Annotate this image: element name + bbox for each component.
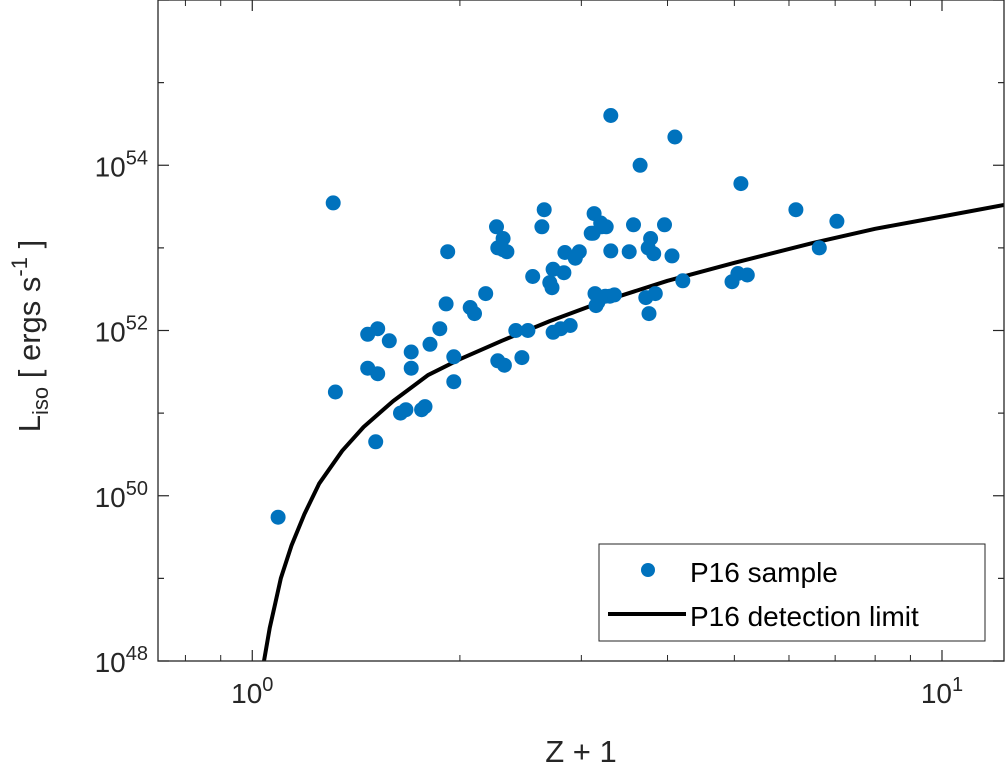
data-point-23 [467, 306, 482, 322]
data-point-11 [398, 402, 414, 418]
y-axis-label: Liso [ ergs s-1 ] [7, 240, 53, 432]
data-point-72 [664, 248, 680, 264]
data-point-77 [733, 176, 749, 192]
data-point-69 [646, 246, 662, 262]
data-point-68 [643, 231, 659, 246]
data-point-12 [403, 344, 419, 360]
data-point-15 [417, 399, 433, 415]
data-point-59 [603, 108, 619, 123]
data-point-6 [370, 321, 386, 337]
y-tick-label-48: 1048 [95, 643, 148, 678]
x-tick-label-1: 101 [921, 674, 963, 709]
detection-limit-line [262, 203, 1004, 661]
ticks-layer: 1048 1050 1052 1054 100 101 [95, 0, 1004, 709]
data-point-25 [489, 219, 504, 235]
data-point-17 [432, 321, 448, 337]
y-axis-label-superscript: -1 [7, 257, 32, 277]
data-point-13 [403, 360, 419, 376]
data-point-45 [562, 318, 578, 333]
y-axis-label-subscript: iso [28, 387, 53, 415]
y-axis-label-base: L [12, 415, 47, 432]
data-point-20 [446, 349, 462, 365]
y-axis-label-unit: [ ergs s [12, 277, 47, 387]
data-point-57 [598, 219, 614, 235]
data-point-73 [667, 129, 683, 145]
x-tick-label-0: 100 [231, 674, 273, 709]
data-point-64 [632, 157, 648, 173]
data-point-74 [675, 273, 691, 289]
y-tick-label-52: 1052 [95, 313, 148, 348]
data-point-2 [325, 195, 341, 211]
data-point-29 [496, 357, 512, 373]
data-point-33 [514, 350, 530, 366]
data-point-67 [641, 306, 657, 322]
data-point-70 [647, 286, 663, 302]
legend-marker-p16-sample [641, 563, 655, 577]
data-point-16 [422, 336, 438, 352]
data-point-21 [446, 374, 462, 390]
data-point-35 [525, 269, 541, 284]
data-point-61 [606, 287, 622, 303]
data-point-8 [368, 434, 384, 450]
data-point-37 [536, 202, 552, 218]
data-point-31 [499, 244, 515, 260]
legend-box [598, 543, 986, 642]
data-point-79 [788, 202, 804, 218]
data-point-36 [534, 219, 550, 235]
y-axis-label-close: ] [12, 240, 47, 257]
data-point-60 [603, 243, 619, 259]
data-point-43 [556, 265, 572, 281]
data-point-81 [829, 213, 845, 229]
data-point-39 [544, 280, 560, 296]
x-axis-label: Z + 1 [545, 734, 617, 769]
data-point-34 [520, 323, 536, 338]
data-point-71 [657, 217, 672, 233]
data-point-80 [811, 240, 827, 256]
data-point-18 [438, 296, 454, 312]
data-point-19 [440, 244, 456, 260]
legend-label-p16-sample: P16 sample [690, 557, 838, 588]
data-point-9 [381, 333, 397, 349]
data-point-63 [626, 217, 641, 233]
data-point-7 [370, 366, 386, 382]
data-point-24 [478, 286, 494, 302]
legend: P16 sample P16 detection limit [598, 543, 986, 642]
data-point-62 [621, 244, 637, 260]
legend-label-detection-limit: P16 detection limit [690, 601, 919, 632]
data-point-32 [508, 323, 524, 338]
data-point-1 [270, 509, 286, 525]
data-point-3 [327, 384, 343, 400]
y-tick-label-50: 1050 [95, 478, 148, 513]
data-point-28 [495, 231, 511, 246]
series-layer [262, 108, 1004, 661]
data-point-78 [739, 267, 755, 283]
y-tick-label-54: 1054 [95, 147, 148, 182]
data-point-47 [571, 244, 587, 260]
